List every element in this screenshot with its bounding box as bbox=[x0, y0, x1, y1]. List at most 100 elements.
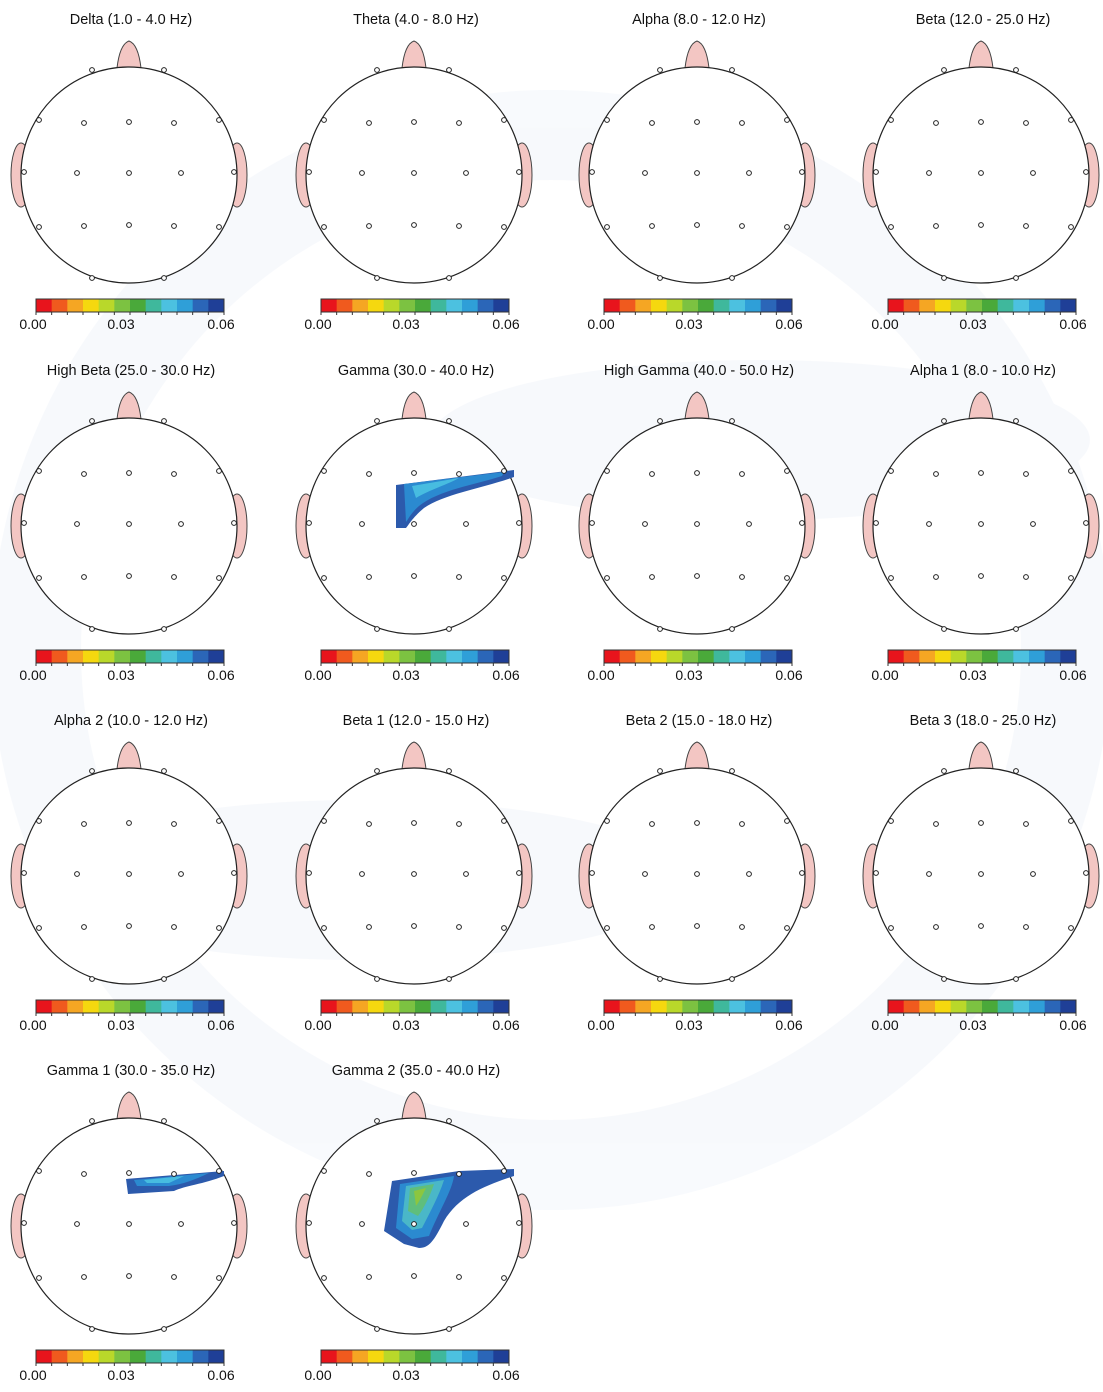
colorbar-swatch bbox=[36, 650, 53, 663]
electrode-marker bbox=[888, 925, 894, 931]
colorbar-swatch bbox=[477, 1000, 494, 1013]
electrode-marker bbox=[501, 575, 507, 581]
nose-icon bbox=[116, 40, 142, 69]
panel-title: Gamma 1 (30.0 - 35.0 Hz) bbox=[47, 1063, 215, 1079]
colorbar-tick-label: 0.03 bbox=[107, 1367, 134, 1383]
nose-icon bbox=[968, 40, 994, 69]
colorbar-swatch bbox=[950, 299, 967, 312]
electrode-marker bbox=[694, 222, 700, 228]
electrode-marker bbox=[81, 223, 87, 229]
colorbar-swatch bbox=[51, 650, 68, 663]
colorbar-tick-label: 0.00 bbox=[19, 316, 46, 332]
electrode-marker bbox=[941, 976, 947, 982]
colorbar-swatch bbox=[130, 1000, 147, 1013]
electrode-marker bbox=[366, 1274, 372, 1280]
electrode-marker bbox=[321, 224, 327, 230]
colorbar-tick-label: 0.03 bbox=[675, 667, 702, 683]
electrode-marker bbox=[501, 468, 507, 474]
electrode-marker bbox=[366, 924, 372, 930]
electrode-marker bbox=[657, 768, 663, 774]
electrode-marker bbox=[941, 418, 947, 424]
electrode-marker bbox=[36, 468, 42, 474]
colorbar-swatch bbox=[352, 299, 369, 312]
colorbar-swatch bbox=[208, 1350, 225, 1363]
electrode-marker bbox=[36, 224, 42, 230]
colorbar-swatch bbox=[336, 1350, 353, 1363]
colorbar-tick-label: 0.00 bbox=[19, 667, 46, 683]
electrode-marker bbox=[366, 574, 372, 580]
topomap-panel: Gamma 2 (35.0 - 40.0 Hz) 0.00 0.03 0.06 bbox=[295, 1063, 533, 1383]
electrode-marker bbox=[411, 521, 417, 527]
electrode-marker bbox=[21, 870, 27, 876]
electrode-marker bbox=[739, 821, 745, 827]
colorbar-swatch bbox=[161, 299, 178, 312]
colorbar-swatch bbox=[321, 650, 338, 663]
electrode-marker bbox=[1068, 818, 1074, 824]
colorbar-swatch bbox=[619, 299, 636, 312]
colorbar-swatch bbox=[888, 299, 905, 312]
electrode-marker bbox=[411, 119, 417, 125]
electrode-marker bbox=[978, 119, 984, 125]
colorbar-swatch bbox=[98, 1350, 115, 1363]
colorbar-swatch bbox=[682, 299, 699, 312]
colorbar-swatch bbox=[83, 1000, 100, 1013]
colorbar-swatch bbox=[935, 1000, 952, 1013]
colorbar-swatch bbox=[713, 299, 730, 312]
electrode-marker bbox=[873, 520, 879, 526]
colorbar-swatch bbox=[935, 299, 952, 312]
colorbar-tick-label: 0.03 bbox=[107, 667, 134, 683]
colorbar-tick-label: 0.00 bbox=[587, 667, 614, 683]
colorbar-swatch bbox=[619, 650, 636, 663]
panel-title: High Gamma (40.0 - 50.0 Hz) bbox=[604, 363, 794, 379]
electrode-marker bbox=[649, 120, 655, 126]
electrode-marker bbox=[873, 870, 879, 876]
panel-title: Beta 1 (12.0 - 15.0 Hz) bbox=[343, 713, 490, 729]
colorbar-swatch bbox=[666, 650, 683, 663]
colorbar-tick-label: 0.06 bbox=[492, 316, 519, 332]
panel-title: Beta 3 (18.0 - 25.0 Hz) bbox=[910, 713, 1057, 729]
electrode-marker bbox=[161, 418, 167, 424]
colorbar-swatch bbox=[192, 1000, 209, 1013]
colorbar-swatch bbox=[383, 650, 400, 663]
watermark-ring-outer bbox=[0, 90, 1103, 1210]
electrode-marker bbox=[463, 170, 469, 176]
electrode-marker bbox=[978, 820, 984, 826]
topomap-panel: Beta (12.0 - 25.0 Hz) 0.00 0.03 0.06 bbox=[862, 12, 1100, 332]
electrode-marker bbox=[366, 1171, 372, 1177]
topomap-panel: High Beta (25.0 - 30.0 Hz) 0.00 0.03 0.06 bbox=[10, 363, 248, 683]
electrode-marker bbox=[321, 575, 327, 581]
heat-region-core bbox=[412, 478, 459, 498]
electrode-marker bbox=[799, 520, 805, 526]
electrode-marker bbox=[21, 169, 27, 175]
electrode-marker bbox=[501, 117, 507, 123]
electrode-marker bbox=[21, 1220, 27, 1226]
electrode-marker bbox=[978, 871, 984, 877]
colorbar-swatch bbox=[1044, 650, 1061, 663]
electrode-marker bbox=[126, 573, 132, 579]
colorbar-swatch bbox=[336, 1000, 353, 1013]
electrode-marker bbox=[589, 169, 595, 175]
colorbar-swatch bbox=[208, 650, 225, 663]
panel-title: Beta (12.0 - 25.0 Hz) bbox=[916, 12, 1051, 28]
colorbar-swatch bbox=[36, 299, 53, 312]
electrode-marker bbox=[642, 170, 648, 176]
colorbar-swatch bbox=[383, 299, 400, 312]
electrode-marker bbox=[501, 1275, 507, 1281]
electrode-marker bbox=[359, 521, 365, 527]
electrode-marker bbox=[888, 117, 894, 123]
colorbar-swatch bbox=[415, 650, 432, 663]
nose-icon bbox=[401, 40, 427, 69]
electrode-marker bbox=[178, 871, 184, 877]
electrode-marker bbox=[446, 626, 452, 632]
colorbar-swatch bbox=[192, 299, 209, 312]
electrode-marker bbox=[978, 222, 984, 228]
colorbar-swatch bbox=[888, 650, 905, 663]
colorbar-swatch bbox=[982, 299, 999, 312]
electrode-marker bbox=[126, 470, 132, 476]
electrode-marker bbox=[729, 67, 735, 73]
colorbar-swatch bbox=[713, 1000, 730, 1013]
electrode-marker bbox=[729, 275, 735, 281]
electrode-marker bbox=[216, 1168, 222, 1174]
electrode-marker bbox=[321, 1168, 327, 1174]
colorbar-swatch bbox=[114, 1000, 131, 1013]
